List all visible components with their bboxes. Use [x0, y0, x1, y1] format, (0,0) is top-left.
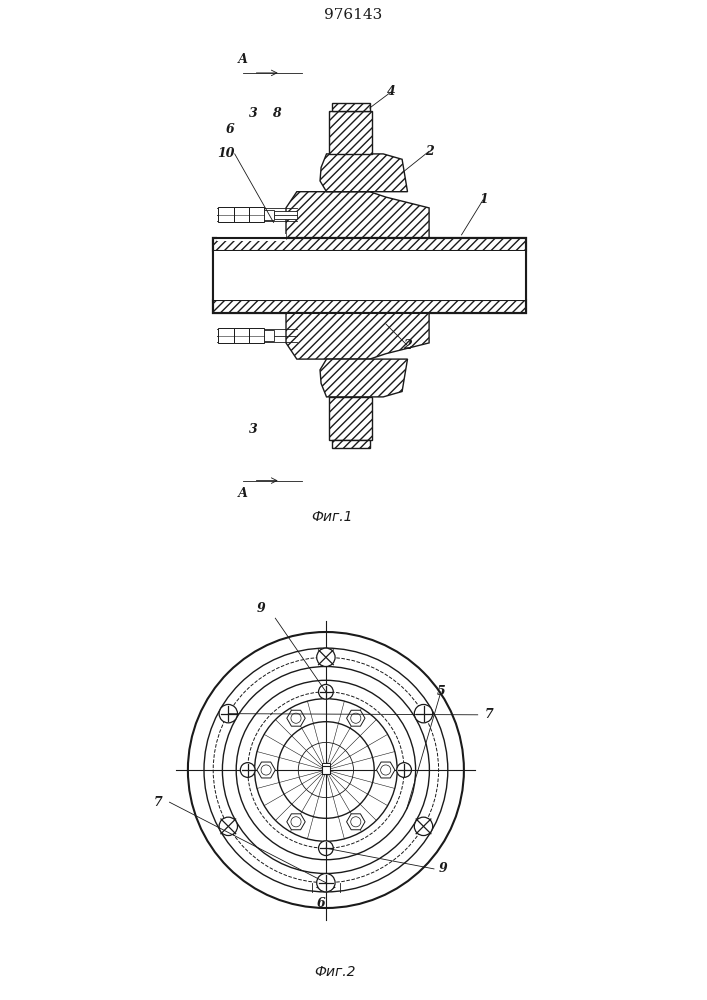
Bar [249, 207, 264, 222]
Bar [213, 238, 526, 313]
Bar [213, 300, 526, 313]
Circle shape [317, 648, 335, 666]
Polygon shape [287, 710, 305, 726]
Polygon shape [320, 359, 407, 397]
Bar [322, 763, 330, 769]
Bar [329, 111, 373, 154]
Bar [214, 251, 526, 300]
Text: 8: 8 [272, 107, 281, 120]
Bar [264, 330, 274, 341]
Text: 976143: 976143 [325, 8, 382, 22]
Circle shape [219, 704, 238, 723]
Circle shape [397, 763, 411, 777]
Circle shape [414, 817, 433, 836]
Text: 3: 3 [250, 423, 258, 436]
Bar [249, 328, 264, 343]
Bar [213, 238, 526, 313]
Circle shape [219, 817, 238, 836]
Bar [274, 211, 297, 219]
Text: 4: 4 [387, 85, 396, 98]
Bar [329, 397, 373, 440]
Circle shape [414, 704, 433, 723]
Text: 6: 6 [226, 123, 235, 136]
Bar [218, 207, 233, 222]
Polygon shape [286, 192, 429, 238]
Polygon shape [320, 154, 407, 192]
Circle shape [319, 684, 333, 699]
Bar [233, 207, 249, 222]
Text: 1: 1 [479, 193, 487, 206]
Text: 9: 9 [439, 862, 448, 875]
Circle shape [240, 763, 255, 777]
Polygon shape [257, 762, 275, 778]
Polygon shape [346, 814, 365, 830]
Circle shape [317, 874, 335, 892]
Bar [332, 103, 370, 111]
Bar [322, 766, 330, 774]
Bar [218, 238, 286, 241]
Polygon shape [377, 762, 395, 778]
Bar [213, 238, 526, 251]
Text: Фиг.1: Фиг.1 [311, 510, 353, 524]
Text: 7: 7 [485, 708, 493, 721]
Text: Фиг.2: Фиг.2 [315, 965, 356, 979]
Text: 2: 2 [425, 145, 433, 158]
Text: 7: 7 [153, 796, 163, 809]
Polygon shape [286, 313, 429, 359]
Circle shape [319, 841, 333, 856]
Text: 6: 6 [317, 897, 326, 910]
Bar [218, 328, 233, 343]
Text: 5: 5 [436, 685, 445, 698]
Text: А: А [238, 487, 248, 500]
Bar [233, 328, 249, 343]
Text: А: А [238, 53, 248, 66]
Text: 2: 2 [403, 339, 412, 352]
Text: 9: 9 [257, 602, 266, 615]
Polygon shape [346, 710, 365, 726]
Bar [218, 234, 286, 238]
Text: 10: 10 [217, 147, 235, 160]
Text: 3: 3 [250, 107, 258, 120]
Bar [264, 210, 274, 220]
Polygon shape [287, 814, 305, 830]
Bar [322, 768, 330, 774]
Bar [332, 440, 370, 448]
